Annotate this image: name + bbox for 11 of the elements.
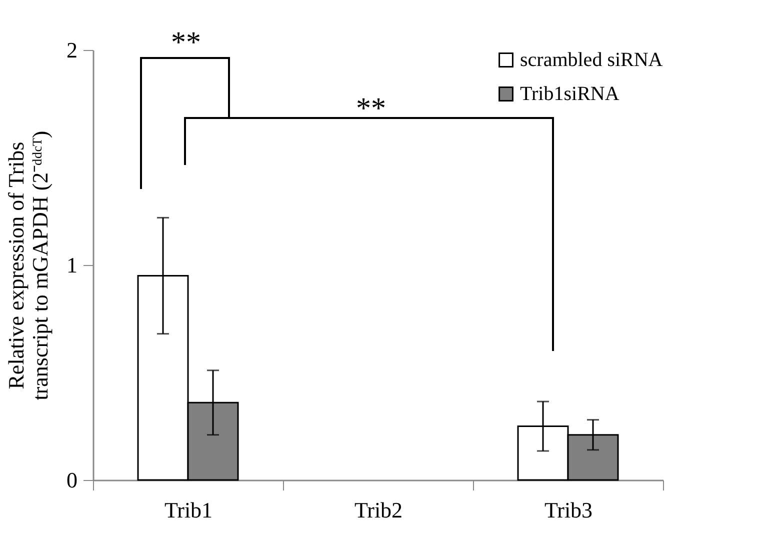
annotation: ** <box>171 26 201 59</box>
legend-label: Trib1siRNA <box>520 83 620 105</box>
y-tick-label: 1 <box>66 252 78 278</box>
x-tick-label: Trib1 <box>164 498 213 522</box>
x-tick-label: Trib2 <box>354 498 403 522</box>
y-tick-label: 0 <box>66 468 78 492</box>
x-tick-label: Trib3 <box>544 498 593 522</box>
y-axis-title: Relative expression of Tribs transcript to mGAPDH (2⁻ᵈᵈᶜᵀ) <box>4 130 52 400</box>
legend-label: scrambled siRNA <box>520 49 664 71</box>
y-tick-label: 2 <box>66 38 78 62</box>
annotation: ** <box>356 92 386 125</box>
